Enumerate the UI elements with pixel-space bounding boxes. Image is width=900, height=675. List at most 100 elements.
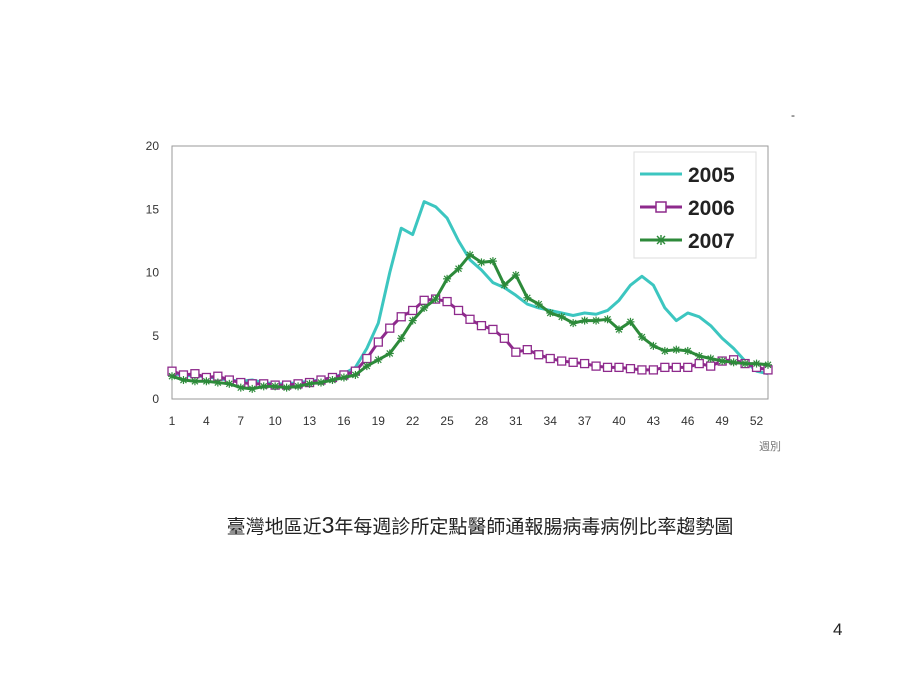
point-2006 — [465, 314, 475, 324]
x-tick-label: 10 — [268, 414, 282, 428]
point-2006 — [419, 295, 429, 305]
point-2007 — [729, 358, 738, 367]
point-2007 — [305, 379, 314, 388]
point-2007 — [190, 377, 199, 386]
point-2006 — [499, 333, 510, 343]
point-2007 — [351, 370, 360, 379]
point-2006 — [660, 362, 670, 373]
point-2007 — [202, 377, 211, 386]
point-2006 — [706, 361, 716, 371]
x-tick-label: 43 — [647, 414, 661, 428]
point-2007 — [374, 355, 383, 364]
x-tick-label: 49 — [715, 414, 729, 428]
point-2007 — [259, 382, 268, 391]
x-tick-label: 40 — [612, 414, 626, 428]
point-2007 — [236, 383, 245, 392]
point-2006 — [683, 362, 693, 373]
point-2007 — [477, 258, 486, 267]
legend: 2005 2006 2007 — [633, 151, 757, 259]
point-2007 — [420, 303, 429, 312]
point-2007 — [168, 372, 176, 381]
point-2007 — [179, 376, 188, 385]
point-2006 — [373, 337, 383, 347]
x-axis-ticks: 1 4 7 10 13 16 19 22 25 28 31 34 37 40 43 46 49 52 — [169, 414, 764, 428]
point-2007 — [271, 382, 280, 391]
point-2007 — [500, 281, 509, 290]
y-tick-label: 20 — [146, 139, 160, 153]
point-2007 — [362, 362, 371, 371]
point-2006 — [362, 353, 372, 364]
point-2007 — [569, 319, 578, 328]
x-tick-label: 16 — [337, 414, 351, 428]
point-2007 — [752, 359, 761, 368]
point-2007 — [672, 345, 681, 354]
point-2007 — [649, 341, 658, 350]
point-2006 — [568, 357, 578, 367]
y-tick-label: 15 — [146, 202, 160, 216]
point-2006 — [545, 353, 555, 364]
corner-mark: - — [791, 108, 795, 122]
x-tick-label: 52 — [750, 414, 764, 428]
point-2007 — [592, 316, 601, 325]
x-axis-label: 週別 — [759, 440, 781, 453]
point-2007 — [294, 382, 303, 391]
point-2006 — [648, 365, 659, 375]
y-tick-label: 0 — [152, 392, 159, 406]
point-2006 — [614, 362, 624, 373]
point-2007 — [511, 271, 520, 280]
point-2006 — [625, 363, 636, 374]
point-2006 — [671, 362, 681, 373]
point-2006 — [190, 369, 200, 379]
point-2006 — [522, 345, 532, 355]
legend-marker-2007 — [656, 235, 666, 245]
point-2007 — [213, 378, 222, 387]
y-tick-label: 5 — [152, 329, 159, 343]
chart-caption: 臺灣地區近3年每週診所定點醫師通報腸病毒病例比率趨勢圖 — [0, 512, 900, 539]
x-tick-label: 22 — [406, 414, 420, 428]
point-2006 — [579, 358, 590, 369]
point-2007 — [603, 315, 612, 324]
point-2007 — [695, 351, 704, 360]
point-2007 — [443, 274, 452, 283]
series-layer — [167, 200, 773, 393]
point-2007 — [615, 325, 623, 334]
legend-label-2006: 2006 — [688, 197, 735, 220]
point-2007 — [225, 379, 234, 388]
page-number: 4 — [833, 620, 843, 639]
x-tick-label: 13 — [303, 414, 317, 428]
point-2007 — [626, 317, 635, 326]
x-tick-label: 31 — [509, 414, 523, 428]
point-2006 — [591, 361, 601, 371]
x-tick-label: 1 — [169, 414, 176, 428]
point-2007 — [706, 354, 715, 363]
caption-text-start: 臺灣地區近 — [226, 516, 322, 538]
point-2007 — [317, 378, 325, 387]
point-2006 — [476, 320, 487, 331]
point-2007 — [660, 346, 669, 355]
point-2007 — [454, 264, 463, 273]
x-tick-label: 46 — [681, 414, 695, 428]
caption-number: 3 — [321, 512, 335, 538]
legend-marker-2006 — [655, 201, 667, 213]
point-2007 — [718, 357, 727, 366]
x-tick-label: 37 — [578, 414, 592, 428]
point-2007 — [580, 316, 589, 325]
point-2006 — [488, 324, 498, 335]
y-tick-label: 10 — [146, 266, 160, 280]
point-2007 — [557, 312, 566, 321]
y-axis-ticks: 0 5 10 15 20 — [146, 139, 160, 406]
point-2007 — [488, 257, 497, 266]
point-2007 — [764, 360, 772, 369]
point-2007 — [408, 316, 417, 325]
point-2007 — [339, 373, 348, 382]
legend-label-2007: 2007 — [688, 230, 735, 253]
x-tick-label: 7 — [237, 414, 244, 428]
x-tick-label: 19 — [372, 414, 386, 428]
point-2007 — [741, 359, 750, 368]
legend-label-2005: 2005 — [688, 164, 735, 187]
point-2007 — [637, 333, 646, 342]
point-2007 — [534, 300, 543, 309]
point-2007 — [431, 295, 440, 304]
point-2006 — [453, 305, 464, 316]
